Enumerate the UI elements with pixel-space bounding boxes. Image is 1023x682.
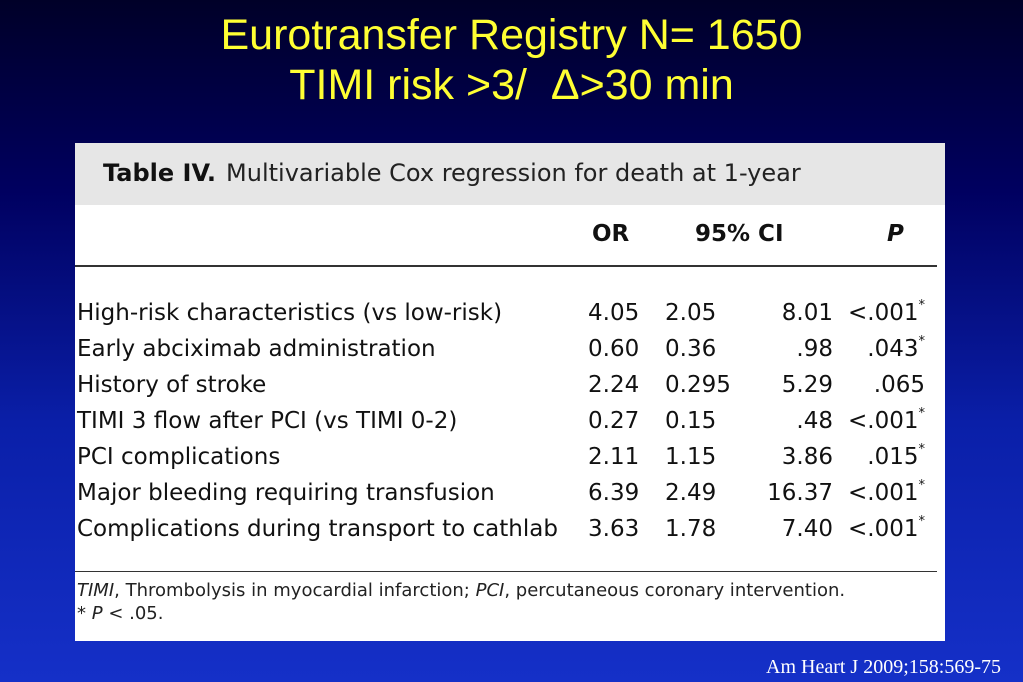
row-ci-low: 0.295 [665, 372, 731, 398]
row-p-value: .043* [867, 334, 926, 362]
row-ci-high: 3.86 [781, 444, 833, 470]
footnote-def-pci: , percutaneous coronary intervention. [504, 580, 846, 601]
row-p-text: <.001 [848, 516, 919, 542]
row-significance-mark: * [918, 514, 926, 530]
footnote-abbr-timi: TIMI [77, 580, 115, 601]
row-p-text: <.001 [848, 408, 919, 434]
row-label: Early abciximab administration [77, 336, 436, 362]
row-p-value: .015* [867, 442, 926, 470]
row-p-text: .065 [873, 372, 925, 398]
row-p-value: <.001* [848, 298, 926, 326]
row-ci-low: 0.36 [665, 336, 717, 362]
row-p-text: .043 [867, 336, 919, 362]
row-ci-high: .48 [796, 408, 833, 434]
column-header-or: OR [592, 221, 630, 247]
row-ci-low: 2.49 [665, 480, 717, 506]
row-or-value: 0.27 [588, 408, 640, 434]
header-rule [75, 265, 937, 267]
table-row: History of stroke 2.24 0.295 5.29 .065 [75, 372, 945, 408]
column-header-ci: 95% CI [695, 221, 784, 247]
table-row: TIMI 3 flow after PCI (vs TIMI 0-2) 0.27 0… [75, 406, 945, 444]
footnote-abbr-pci: PCI [475, 580, 505, 601]
row-ci-high: 5.29 [781, 372, 833, 398]
citation: Am Heart J 2009;158:569-75 [766, 656, 1001, 678]
row-label: TIMI 3 flow after PCI (vs TIMI 0-2) [77, 408, 458, 434]
table-figure: Table IV. Multivariable Cox regression fo… [75, 143, 945, 641]
table-caption: Table IV. Multivariable Cox regression fo… [103, 159, 801, 187]
footnote-def-timi: , Thrombolysis in myocardial infarction; [114, 580, 476, 601]
row-ci-low: 1.15 [665, 444, 717, 470]
slide-title: Eurotransfer Registry N= 1650 TIMI risk … [0, 10, 1023, 110]
row-p-text: <.001 [848, 480, 919, 506]
table-row: PCI complications 2.11 1.15 3.86 .015* [75, 442, 945, 480]
row-p-value: <.001* [848, 406, 926, 434]
row-p-text: .015 [867, 444, 919, 470]
row-or-value: 3.63 [588, 516, 640, 542]
row-p-text: <.001 [848, 300, 919, 326]
footnote-sig-p: P [91, 603, 103, 624]
row-label: Complications during transport to cathla… [77, 516, 558, 542]
row-ci-low: 2.05 [665, 300, 717, 326]
row-significance-mark: * [918, 442, 926, 458]
row-label: PCI complications [77, 444, 281, 470]
table-caption-label: Table IV. [103, 159, 217, 187]
row-significance-mark: * [918, 334, 926, 350]
footnote-sig-mark: * [77, 603, 86, 624]
row-or-value: 2.24 [588, 372, 640, 398]
table-row: Early abciximab administration 0.60 0.36 .9… [75, 334, 945, 372]
table-row: High-risk characteristics (vs low-risk) 4… [75, 298, 945, 336]
row-or-value: 6.39 [588, 480, 640, 506]
row-or-value: 0.60 [588, 336, 640, 362]
row-ci-high: 8.01 [781, 300, 833, 326]
footer-rule [75, 571, 937, 572]
table-body: High-risk characteristics (vs low-risk) 4… [75, 298, 945, 552]
slide-title-line-2: TIMI risk >3/ Δ>30 min [289, 61, 734, 109]
row-label: High-risk characteristics (vs low-risk) [77, 300, 503, 326]
table-caption-text: Multivariable Cox regression for death a… [226, 159, 801, 187]
row-ci-high: 16.37 [767, 480, 833, 506]
table-row: Major bleeding requiring transfusion 6.39… [75, 478, 945, 516]
row-p-value: .065 [874, 372, 925, 398]
row-significance-mark: * [918, 478, 926, 494]
row-ci-low: 1.78 [665, 516, 717, 542]
row-p-value: <.001* [848, 478, 926, 506]
table-caption-band [75, 143, 945, 205]
footnote-significance: * P < .05. [77, 602, 845, 625]
row-or-value: 2.11 [588, 444, 640, 470]
slide-title-line-1: Eurotransfer Registry N= 1650 [220, 11, 803, 59]
footnote-sig-rest: < .05. [102, 603, 164, 624]
row-significance-mark: * [918, 298, 926, 314]
row-or-value: 4.05 [588, 300, 640, 326]
row-ci-high: .98 [796, 336, 833, 362]
row-label: History of stroke [77, 372, 267, 398]
row-label: Major bleeding requiring transfusion [77, 480, 495, 506]
row-ci-low: 0.15 [665, 408, 717, 434]
table-row: Complications during transport to cathla… [75, 514, 945, 552]
footnote-abbreviations: TIMI, Thrombolysis in myocardial infarct… [77, 579, 845, 602]
row-p-value: <.001* [848, 514, 926, 542]
row-significance-mark: * [918, 406, 926, 422]
row-ci-high: 7.40 [781, 516, 833, 542]
table-footnote: TIMI, Thrombolysis in myocardial infarct… [77, 579, 845, 625]
column-header-p: P [887, 221, 904, 247]
